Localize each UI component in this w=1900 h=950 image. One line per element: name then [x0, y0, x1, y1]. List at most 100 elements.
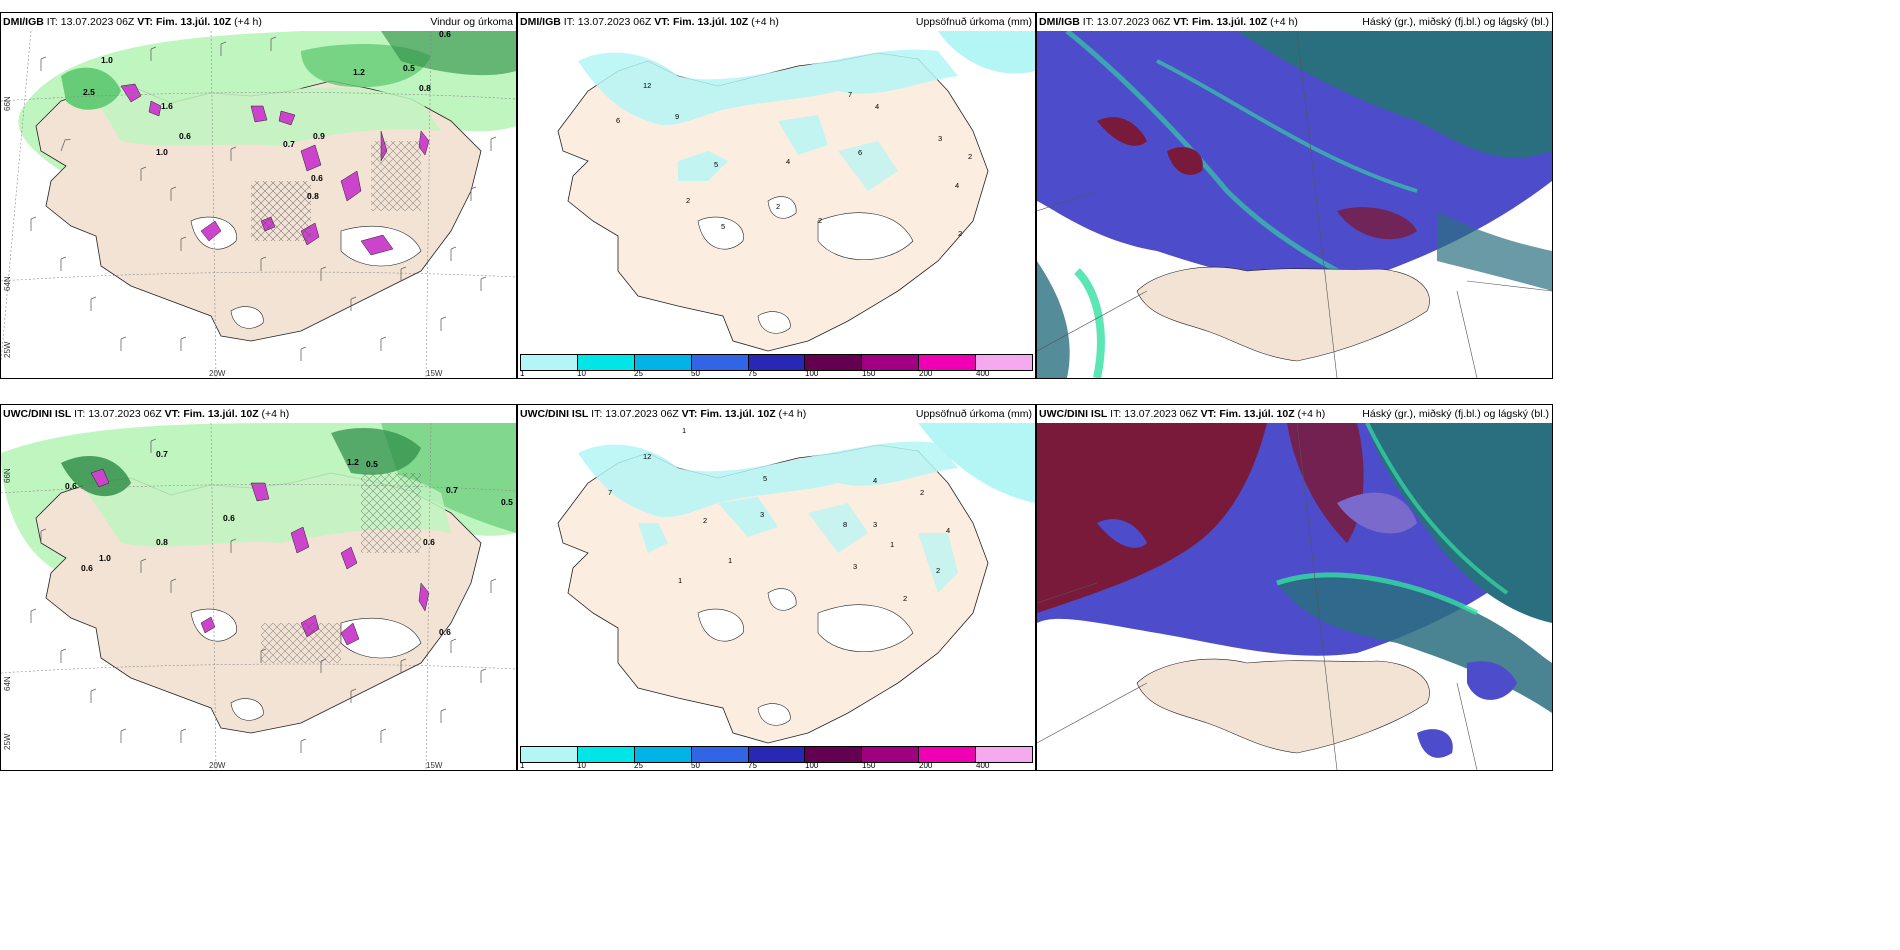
wind-label: 0.6 [439, 627, 451, 637]
model-name: DMI/IGB [520, 16, 561, 28]
accum-precip-map: 1 12 7 5 3 2 1 8 4 2 3 1 2 4 3 2 1 [557, 423, 1035, 744]
wind-label: 0.7 [156, 449, 168, 459]
lead-time: (+4 h) [778, 408, 807, 420]
accum-label: 3 [938, 134, 942, 143]
accum-label: 5 [763, 474, 767, 483]
colorbar-tick: 10 [577, 369, 586, 378]
wind-label: 1.6 [161, 101, 173, 111]
vt-value: Fim. 13.júl. 10Z [183, 408, 259, 420]
lead-time: (+4 h) [751, 16, 779, 28]
clouds-map [1037, 31, 1552, 378]
model-name: UWC/DINI ISL [1039, 408, 1108, 420]
accum-label: 4 [875, 102, 879, 111]
lon-label: 15W [426, 761, 443, 770]
wind-label: 1.2 [353, 67, 365, 77]
accum-label: 2 [920, 488, 924, 497]
colorbar-tick: 75 [748, 369, 757, 378]
panel-title: Háský (gr.), miðský (fj.bl.) og lágský (… [1362, 16, 1549, 28]
colorbar-swatch [691, 747, 749, 762]
wind-label: 0.6 [423, 537, 435, 547]
accum-precip-map: 12 6 9 5 4 6 7 4 3 2 2 4 2 2 5 2 [557, 31, 1035, 352]
accum-label: 2 [903, 594, 907, 603]
colorbar: 1 10 25 50 75 100 150 200 400 [518, 744, 1035, 770]
accum-label: 2 [968, 152, 972, 161]
lead-time: (+4 h) [1270, 16, 1298, 28]
colorbar-swatch [862, 355, 920, 370]
it-value: 13.07.2023 06Z [577, 16, 652, 28]
colorbar-swatch [976, 355, 1033, 370]
vt-label: VT: [164, 408, 181, 420]
accum-label: 8 [843, 520, 847, 529]
colorbar: 1 10 25 50 75 100 150 200 400 [518, 352, 1035, 378]
wind-label: 1.0 [99, 553, 111, 563]
wind-label: 0.8 [156, 537, 168, 547]
accum-label: 1 [682, 426, 686, 435]
accum-label: 2 [936, 566, 940, 575]
clouds-map [1037, 423, 1552, 770]
accum-label: 2 [958, 229, 962, 238]
wind-label: 0.8 [307, 191, 319, 201]
panel-title: Vindur og úrkoma [430, 16, 513, 28]
model-name: DMI/IGB [3, 16, 44, 28]
panel-header: UWC/DINI ISL IT: 13.07.2023 06Z VT: Fim.… [1, 405, 516, 423]
it-value: 13.07.2023 06Z [1096, 16, 1171, 28]
lon-label: 15W [426, 369, 443, 378]
panel-header: DMI/IGB IT: 13.07.2023 06Z VT: Fim. 13.j… [518, 13, 1035, 31]
wind-label: 0.6 [179, 131, 191, 141]
it-label: IT: [1082, 16, 1094, 28]
it-value: 13.07.2023 06Z [60, 16, 135, 28]
it-label: IT: [1110, 408, 1122, 420]
lat-label: 66N [3, 468, 12, 483]
accum-label: 3 [873, 520, 877, 529]
vt-value: Fim. 13.júl. 10Z [1191, 16, 1268, 28]
lead-time: (+4 h) [261, 408, 290, 420]
wind-label: 0.7 [446, 485, 458, 495]
panel-accum-precip-top: DMI/IGB IT: 13.07.2023 06Z VT: Fim. 13.j… [517, 12, 1036, 379]
accum-label: 7 [608, 488, 612, 497]
accum-label: 4 [873, 476, 877, 485]
lat-label: 64N [3, 276, 12, 291]
wind-label: 1.0 [101, 55, 113, 65]
colorbar-swatch [862, 747, 920, 762]
accum-label: 2 [686, 196, 690, 205]
panel-title: Háský (gr.), miðský (fj.bl.) og lágský (… [1362, 408, 1549, 420]
colorbar-swatches [520, 354, 1033, 371]
vt-value: Fim. 13.júl. 10Z [1219, 408, 1295, 420]
wind-label: 0.5 [403, 63, 415, 73]
accum-label: 3 [853, 562, 857, 571]
wind-label: 0.6 [311, 173, 323, 183]
wind-precip-map: 0.7 0.6 0.8 0.6 1.0 0.6 0.5 1.2 0.7 0.5 … [1, 423, 516, 770]
colorbar-swatch [805, 355, 863, 370]
panel-wind-precip-bottom: UWC/DINI ISL IT: 13.07.2023 06Z VT: Fim.… [0, 404, 517, 771]
accum-label: 7 [848, 90, 852, 99]
vt-label: VT: [681, 408, 698, 420]
panel-wind-precip-top: DMI/IGB IT: 13.07.2023 06Z VT: Fim. 13.j… [0, 12, 517, 379]
land [1136, 658, 1430, 754]
lat-label: 64N [3, 676, 12, 691]
wind-label: 0.5 [501, 497, 513, 507]
wind-label: 0.8 [419, 83, 431, 93]
colorbar-tick: 150 [862, 369, 876, 378]
colorbar-swatch [577, 355, 635, 370]
wind-label: 2.5 [83, 87, 95, 97]
colorbar-swatch [634, 355, 692, 370]
panel-header: DMI/IGB IT: 13.07.2023 06Z VT: Fim. 13.j… [1, 13, 516, 31]
colorbar-swatch [748, 355, 806, 370]
colorbar-tick: 200 [919, 369, 933, 378]
colorbar-tick: 200 [919, 761, 933, 770]
accum-label: 2 [703, 516, 707, 525]
model-name: UWC/DINI ISL [520, 408, 589, 420]
vt-value: Fim. 13.júl. 10Z [155, 16, 232, 28]
accum-label: 12 [643, 452, 651, 461]
colorbar-swatch [919, 355, 977, 370]
panel-clouds-top: DMI/IGB IT: 13.07.2023 06Z VT: Fim. 13.j… [1036, 12, 1553, 379]
wind-label: 0.6 [81, 563, 93, 573]
lat-label: 25W [3, 733, 12, 750]
colorbar-tick: 75 [748, 761, 757, 770]
accum-label: 2 [818, 216, 822, 225]
wind-label: 0.5 [366, 459, 378, 469]
model-name: UWC/DINI ISL [3, 408, 72, 420]
colorbar-tick: 400 [976, 369, 990, 378]
it-value: 13.07.2023 06Z [88, 408, 162, 420]
it-label: IT: [74, 408, 86, 420]
